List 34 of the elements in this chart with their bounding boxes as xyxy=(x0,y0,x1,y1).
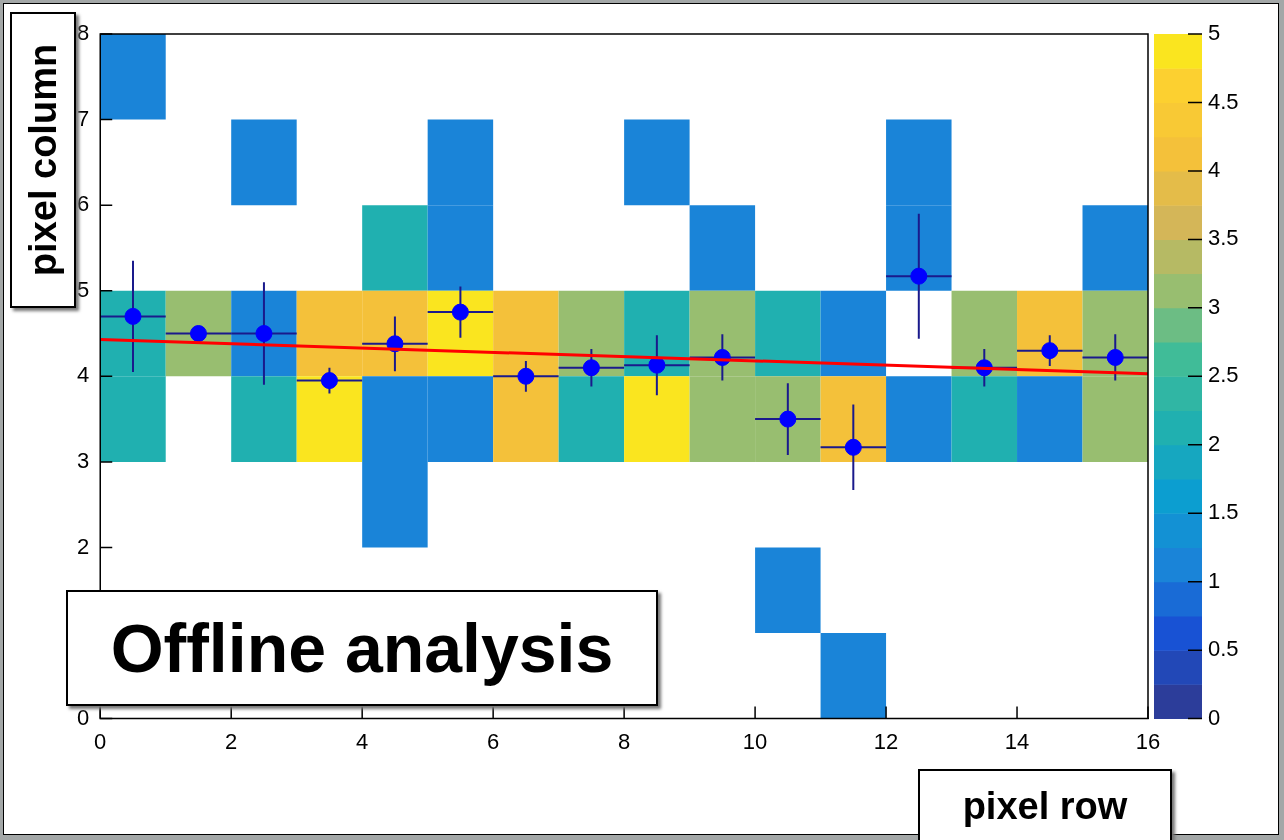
x-tick-label: 2 xyxy=(225,728,238,754)
color-bar-label: 5 xyxy=(1208,20,1221,46)
color-bar-label: 0 xyxy=(1208,704,1221,730)
annotation: Offline analysis xyxy=(66,590,658,706)
y-tick-label: 7 xyxy=(76,105,90,131)
point xyxy=(779,410,797,428)
y-tick-label: 5 xyxy=(76,276,90,302)
y-tick-label: 6 xyxy=(76,191,90,217)
x-tick-label: 10 xyxy=(742,728,768,754)
color-bar-label: 2.5 xyxy=(1208,362,1239,388)
x-axis-title: pixel row xyxy=(918,769,1172,840)
color-bar-label: 0.5 xyxy=(1208,636,1239,662)
y-tick-label: 4 xyxy=(76,362,90,388)
x-tick-label: 12 xyxy=(873,728,899,754)
y-tick-label: 8 xyxy=(76,20,90,46)
color-bar-label: 2 xyxy=(1208,430,1221,456)
point xyxy=(189,325,207,343)
color-bar-label: 4 xyxy=(1208,156,1221,182)
x-tick-label: 16 xyxy=(1135,728,1161,754)
x-tick-label: 0 xyxy=(94,728,107,754)
color-bar-label: 1 xyxy=(1208,567,1221,593)
color-bar-label: 1.5 xyxy=(1208,499,1239,525)
y-tick-label: 0 xyxy=(76,704,90,730)
x-tick-label: 4 xyxy=(356,728,369,754)
point xyxy=(1041,342,1059,360)
color-bar-label: 3 xyxy=(1208,293,1221,319)
x-tick-label: 6 xyxy=(487,728,500,754)
color-bar-label: 4.5 xyxy=(1208,88,1239,114)
y-tick-label: 3 xyxy=(76,447,90,473)
y-axis-title: pixel column xyxy=(21,43,65,277)
y-tick-label: 2 xyxy=(76,533,90,559)
color-bar-label: 3.5 xyxy=(1208,225,1239,251)
x-tick-label: 14 xyxy=(1004,728,1030,754)
x-tick-label: 8 xyxy=(617,728,631,754)
